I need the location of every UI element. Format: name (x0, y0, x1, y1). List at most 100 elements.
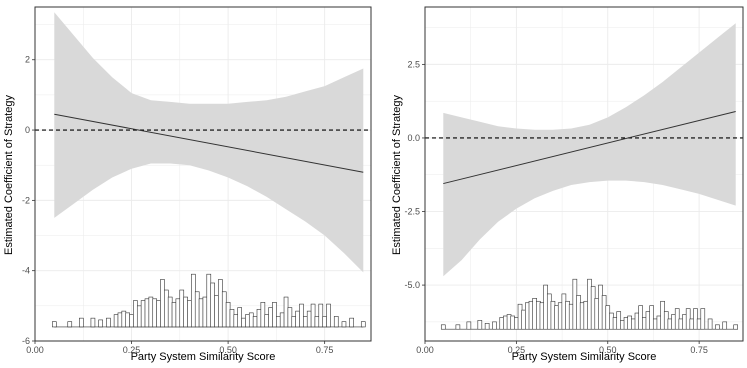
histogram-bar (106, 317, 111, 328)
panel-border (424, 6, 744, 342)
histogram-bar (440, 324, 446, 330)
histogram-bar (649, 305, 654, 330)
histogram-bar (466, 321, 472, 330)
histogram-bar (218, 279, 223, 328)
histogram-bar (225, 302, 231, 328)
y-axis-title: Estimated Coefficient of Strategy (3, 95, 15, 255)
x-tick-label: 0.75 (690, 345, 708, 355)
histogram-bar (144, 298, 150, 328)
histogram-bar (221, 291, 227, 328)
histogram-bar (283, 296, 289, 328)
histogram-bar (326, 303, 331, 328)
histogram-bar (98, 319, 103, 328)
y-tick-label: 0.0 (407, 133, 420, 143)
y-tick-label: 0 (25, 125, 30, 135)
histogram-bar (455, 324, 461, 330)
histogram-bar (303, 316, 308, 328)
histogram-bar (279, 312, 285, 328)
histogram-bar (183, 296, 188, 328)
histogram-bar (360, 321, 366, 328)
histogram-bar (264, 314, 270, 328)
x-tick-label: 0.25 (508, 345, 526, 355)
y-tick-label: 2.5 (407, 59, 420, 69)
histogram-bar (179, 289, 185, 328)
histogram-bar (175, 298, 181, 328)
histogram-bar (191, 273, 196, 328)
histogram-bar (484, 323, 490, 330)
histogram-bar (79, 317, 84, 328)
y-tick-label: -6 (22, 336, 30, 346)
histogram-bar (113, 314, 119, 328)
histogram-bar (318, 303, 324, 328)
left-chart-panel: 0.00 0.25 0.50 0.75 -6 -4 -2 0 2 Party System Sim… (3, 6, 372, 363)
histogram-bar (171, 302, 177, 328)
histogram-bar (133, 300, 138, 328)
histogram-bar (52, 321, 57, 328)
histogram-bar (733, 324, 738, 330)
x-tick-label: 0.00 (26, 345, 44, 355)
histogram-bar (90, 317, 96, 328)
histogram-bar (164, 289, 169, 328)
histogram-bar (121, 310, 127, 328)
histogram-bar (276, 316, 281, 328)
histogram-bar (198, 298, 204, 328)
confidence-band (443, 23, 736, 277)
histogram-bar (333, 316, 339, 328)
histogram-bar (722, 321, 728, 330)
histogram-bar (268, 307, 273, 328)
histogram-bar (707, 318, 713, 330)
x-tick-label: 0.25 (123, 345, 141, 355)
panel-border (34, 6, 372, 342)
y-tick-label: -4 (22, 266, 30, 276)
histogram-bar (229, 309, 235, 328)
histogram-bar (152, 298, 158, 328)
histogram-bar (260, 302, 266, 328)
histogram-bar (194, 291, 200, 328)
x-axis-title: Party System Similarity Score (131, 351, 276, 363)
histogram-bar (295, 310, 300, 328)
histogram-bar (167, 296, 173, 328)
histogram-bar (206, 273, 212, 328)
histogram-bar (245, 314, 250, 328)
histogram-bar (349, 317, 354, 328)
x-tick-label: 0.75 (316, 345, 334, 355)
histogram-bar (214, 294, 219, 328)
histogram-bar (129, 314, 134, 328)
histogram-bar (291, 316, 297, 328)
histogram-bar (477, 320, 483, 330)
y-tick-label: -5.0 (404, 280, 420, 290)
histogram-bar (125, 312, 130, 328)
histogram-bar (136, 305, 142, 328)
x-tick-label: 0.00 (416, 345, 434, 355)
confidence-band (54, 12, 364, 273)
y-axis-title: Estimated Coefficient of Strategy (391, 95, 403, 255)
histogram-bar (256, 309, 262, 328)
histogram-bar (140, 300, 146, 328)
x-tick-label: 0.50 (599, 345, 617, 355)
histogram-bar (341, 321, 347, 328)
histogram-bar (67, 321, 73, 328)
histogram-bar (299, 303, 304, 328)
histogram-bar (310, 303, 316, 328)
histogram-bar (287, 307, 293, 328)
x-axis-title: Party System Similarity Score (512, 351, 657, 363)
right-chart-panel: 0.00 0.25 0.50 0.75 -5.0 -2.5 0.0 2.5 Party Syst… (391, 6, 744, 363)
histogram-bar (187, 300, 192, 328)
histogram-bar (156, 300, 161, 328)
histogram-bar (233, 314, 239, 328)
estimate-line (54, 113, 364, 173)
x-tick-label: 0.50 (219, 345, 237, 355)
histogram-bar (248, 312, 254, 328)
histogram-bar (700, 308, 706, 330)
histogram-bar (322, 316, 327, 328)
histogram-bar (148, 296, 154, 328)
estimate-line (443, 110, 736, 185)
histogram-bar (237, 307, 242, 328)
histogram-bar (306, 310, 312, 328)
y-tick-label: 2 (25, 55, 30, 65)
histogram-bar (492, 321, 497, 330)
histogram-bar (314, 316, 320, 328)
histogram-bar (202, 296, 208, 328)
histogram-bar (715, 324, 720, 330)
